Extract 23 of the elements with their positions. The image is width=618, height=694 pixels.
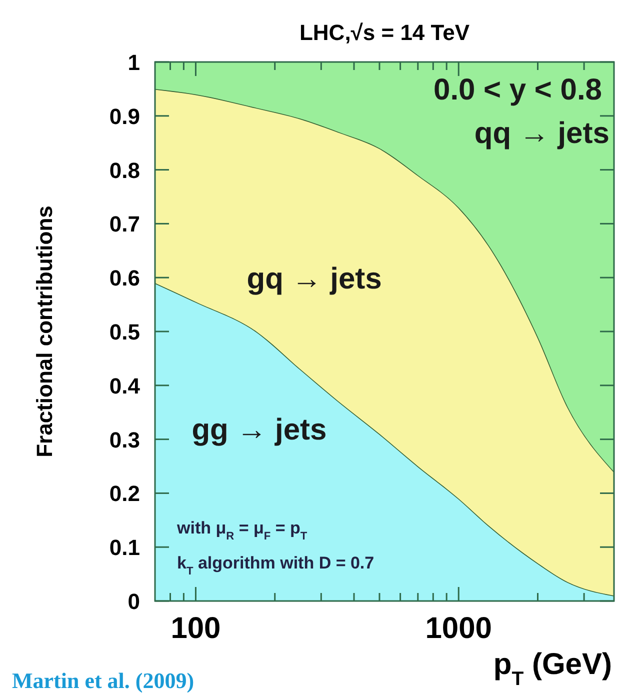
text: Martin et al. (2009) bbox=[12, 668, 194, 693]
x-tick-label: 100 bbox=[170, 612, 221, 645]
x-axis-title: p$_{T}$ (GeV) bbox=[493, 648, 612, 690]
series-label: gg → jets bbox=[192, 413, 327, 446]
chart-title: LHC,√s = 14 TeV bbox=[299, 20, 470, 45]
y-tick-label: 0.1 bbox=[109, 535, 140, 560]
y-tick-label: 0.8 bbox=[109, 158, 140, 183]
y-tick-label: 0 bbox=[128, 589, 140, 614]
x-tick-label: 1000 bbox=[425, 612, 492, 645]
annotation: 0.0 < y < 0.8 bbox=[434, 74, 602, 107]
y-tick-label: 0.3 bbox=[109, 427, 140, 452]
y-tick-label: 0.5 bbox=[109, 320, 140, 344]
y-tick-label: 0.4 bbox=[109, 373, 141, 398]
series-label: qq → jets bbox=[474, 116, 610, 150]
annotation: with μ$_{R}$ = μ$_{F}$ = p$_{T}$ bbox=[176, 518, 308, 543]
y-tick-label: 0.6 bbox=[109, 266, 140, 291]
y-tick-label: 0.9 bbox=[109, 104, 140, 129]
annotation: k$_{T}$ algorithm with D = 0.7 bbox=[177, 554, 374, 578]
y-tick-label: 0.7 bbox=[109, 212, 140, 237]
y-tick-label: 0.2 bbox=[109, 481, 140, 506]
series-label: gq → jets bbox=[246, 262, 382, 296]
y-tick-label: 1 bbox=[128, 50, 140, 75]
y-axis-title: Fractional contributions bbox=[32, 206, 57, 458]
